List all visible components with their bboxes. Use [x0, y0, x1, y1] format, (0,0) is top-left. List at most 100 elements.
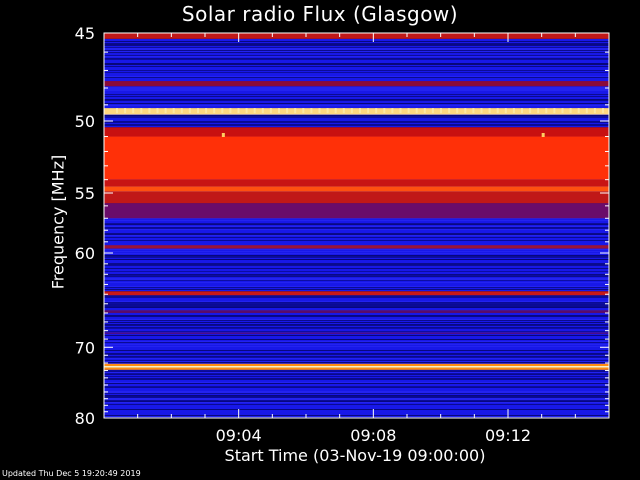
interference-dot [569, 108, 572, 114]
texture-streak [104, 121, 609, 122]
texture-streak [104, 274, 609, 275]
x-tick-label: 09:04 [216, 426, 262, 445]
interference-dot [334, 108, 337, 114]
frequency-band [104, 186, 609, 192]
texture-streak [104, 256, 609, 257]
texture-streak [104, 372, 609, 373]
interference-dot [415, 108, 418, 114]
interference-dot [188, 108, 191, 114]
texture-streak [104, 257, 609, 258]
texture-streak [104, 50, 609, 51]
y-tick-label: 55 [75, 184, 95, 203]
texture-streak [104, 335, 609, 336]
interference-dot [496, 108, 499, 114]
texture-streak [104, 327, 609, 328]
interference-dot [342, 108, 345, 114]
texture-streak [104, 395, 609, 396]
texture-streak [104, 360, 609, 361]
texture-streak [104, 316, 609, 317]
frequency-band [104, 179, 609, 187]
interference-dot [350, 108, 353, 114]
interference-dot [213, 108, 216, 114]
interference-dot [140, 108, 143, 114]
y-tick-label: 70 [75, 338, 95, 357]
interference-dot [391, 108, 394, 114]
texture-streak [104, 226, 609, 227]
plot-frame [103, 32, 610, 419]
frequency-band [104, 291, 609, 296]
texture-streak [104, 307, 609, 308]
texture-streak [104, 278, 609, 279]
texture-streak [104, 358, 609, 359]
interference-dot [164, 108, 167, 114]
interference-dot [431, 108, 434, 114]
y-tick-label: 50 [75, 112, 95, 131]
interference-dot [545, 108, 548, 114]
texture-streak [104, 289, 609, 290]
texture-streak [104, 237, 609, 238]
texture-streak [104, 227, 609, 228]
texture-streak [104, 282, 609, 283]
x-axis-label: Start Time (03-Nov-19 09:00:00) [224, 446, 486, 465]
texture-streak [104, 235, 609, 236]
interference-dot [148, 108, 151, 114]
plot-area [104, 33, 609, 418]
texture-streak [104, 223, 609, 224]
interference-dot [577, 108, 580, 114]
texture-streak [104, 346, 609, 347]
texture-streak [104, 373, 609, 374]
texture-streak [104, 374, 609, 375]
interference-dot [318, 108, 321, 114]
texture-streak [104, 400, 609, 401]
texture-streak [104, 59, 609, 60]
texture-streak [104, 251, 609, 252]
interference-dot [407, 108, 410, 114]
texture-streak [104, 398, 609, 399]
texture-streak [104, 117, 609, 118]
texture-streak [104, 404, 609, 405]
y-tick-label: 60 [75, 244, 95, 263]
interference-dot [537, 108, 540, 114]
interference-dot [375, 108, 378, 114]
interference-dot [221, 108, 224, 114]
texture-streak [104, 90, 609, 91]
texture-streak [104, 115, 609, 116]
texture-streak [104, 52, 609, 53]
texture-streak [104, 370, 609, 371]
x-tick-label: 09:08 [350, 426, 396, 445]
texture-streak [104, 376, 609, 377]
texture-streak [104, 301, 609, 302]
y-tick-label: 80 [75, 409, 95, 428]
frequency-band [104, 203, 609, 219]
interference-dot [359, 108, 361, 114]
texture-streak [104, 48, 609, 49]
texture-streak [104, 49, 609, 50]
texture-streak [104, 259, 609, 260]
interference-dot [302, 108, 305, 114]
interference-dot [383, 108, 386, 114]
texture-streak [104, 47, 609, 48]
texture-streak [104, 378, 609, 379]
interference-dot [116, 108, 118, 114]
texture-streak [104, 271, 609, 272]
interference-dot [585, 108, 588, 114]
texture-streak [104, 341, 609, 342]
texture-streak [104, 342, 609, 343]
interference-dot [488, 108, 491, 114]
texture-streak [104, 344, 609, 345]
texture-streak [104, 353, 609, 354]
frequency-band [104, 81, 609, 87]
frequency-band [104, 108, 609, 115]
texture-streak [104, 77, 609, 78]
frequency-band [104, 332, 609, 335]
texture-streak [104, 401, 609, 402]
texture-streak [104, 255, 609, 256]
texture-streak [104, 383, 609, 384]
texture-streak [104, 66, 609, 67]
frequency-band [104, 366, 609, 368]
frequency-band [104, 136, 609, 180]
interference-dot [237, 108, 240, 114]
texture-streak [104, 44, 609, 45]
texture-streak [104, 295, 609, 296]
texture-streak [104, 391, 609, 392]
